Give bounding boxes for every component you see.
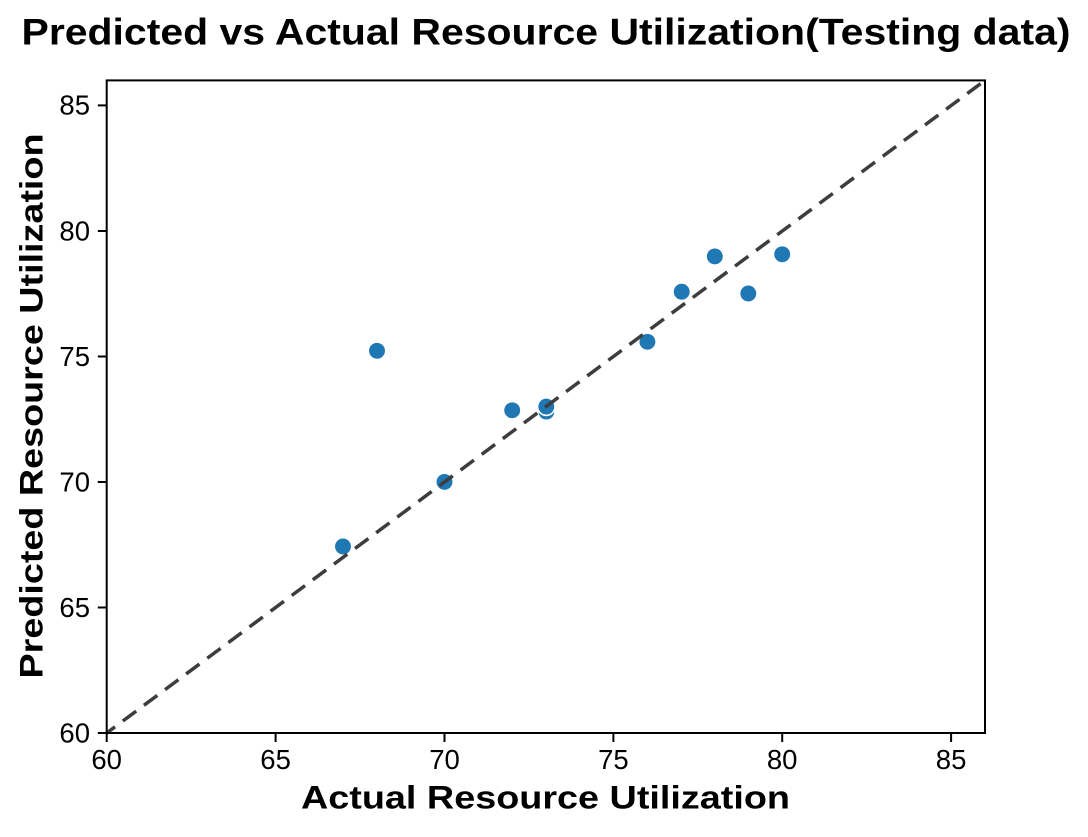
- svg-text:75: 75: [59, 341, 90, 372]
- svg-text:60: 60: [59, 717, 90, 748]
- svg-text:65: 65: [59, 592, 90, 623]
- svg-text:Actual Resource Utilization: Actual Resource Utilization: [301, 780, 790, 816]
- svg-text:85: 85: [59, 90, 90, 121]
- svg-text:Predicted vs Actual Resource U: Predicted vs Actual Resource Utilization…: [22, 11, 1071, 52]
- svg-text:70: 70: [429, 744, 460, 775]
- svg-text:65: 65: [260, 744, 291, 775]
- svg-text:60: 60: [91, 744, 122, 775]
- svg-text:75: 75: [598, 744, 629, 775]
- svg-text:80: 80: [59, 215, 90, 246]
- svg-text:85: 85: [936, 744, 967, 775]
- svg-text:80: 80: [767, 744, 798, 775]
- svg-text:Predicted Resource Utilization: Predicted Resource Utilization: [13, 134, 49, 679]
- svg-text:70: 70: [59, 466, 90, 497]
